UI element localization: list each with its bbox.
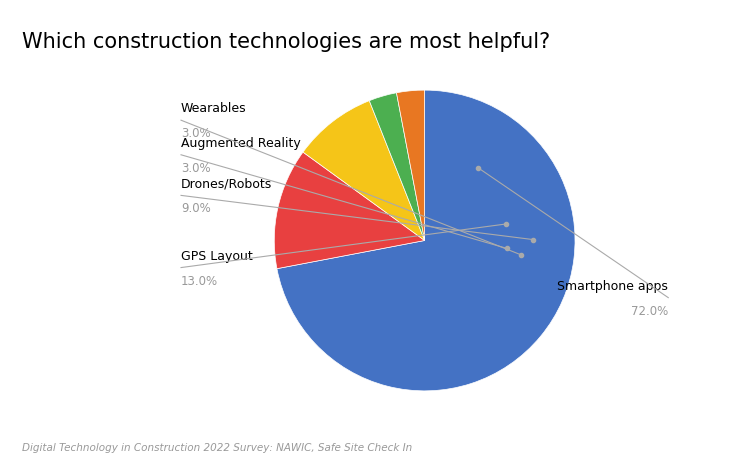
- Text: Digital Technology in Construction 2022 Survey: NAWIC, Safe Site Check In: Digital Technology in Construction 2022 …: [22, 442, 413, 452]
- Wedge shape: [277, 91, 575, 391]
- Text: 72.0%: 72.0%: [631, 304, 668, 317]
- Text: 9.0%: 9.0%: [181, 202, 211, 215]
- Text: 3.0%: 3.0%: [181, 127, 211, 140]
- Text: 3.0%: 3.0%: [181, 162, 211, 174]
- Text: Drones/Robots: Drones/Robots: [181, 177, 272, 190]
- Text: 13.0%: 13.0%: [181, 274, 218, 287]
- Text: Which construction technologies are most helpful?: Which construction technologies are most…: [22, 32, 551, 52]
- Text: Wearables: Wearables: [181, 102, 247, 115]
- Text: GPS Layout: GPS Layout: [181, 249, 253, 262]
- Wedge shape: [396, 91, 425, 241]
- Text: Augmented Reality: Augmented Reality: [181, 136, 301, 150]
- Wedge shape: [303, 101, 425, 241]
- Wedge shape: [274, 153, 425, 269]
- Text: Smartphone apps: Smartphone apps: [557, 279, 668, 292]
- Wedge shape: [370, 94, 425, 241]
